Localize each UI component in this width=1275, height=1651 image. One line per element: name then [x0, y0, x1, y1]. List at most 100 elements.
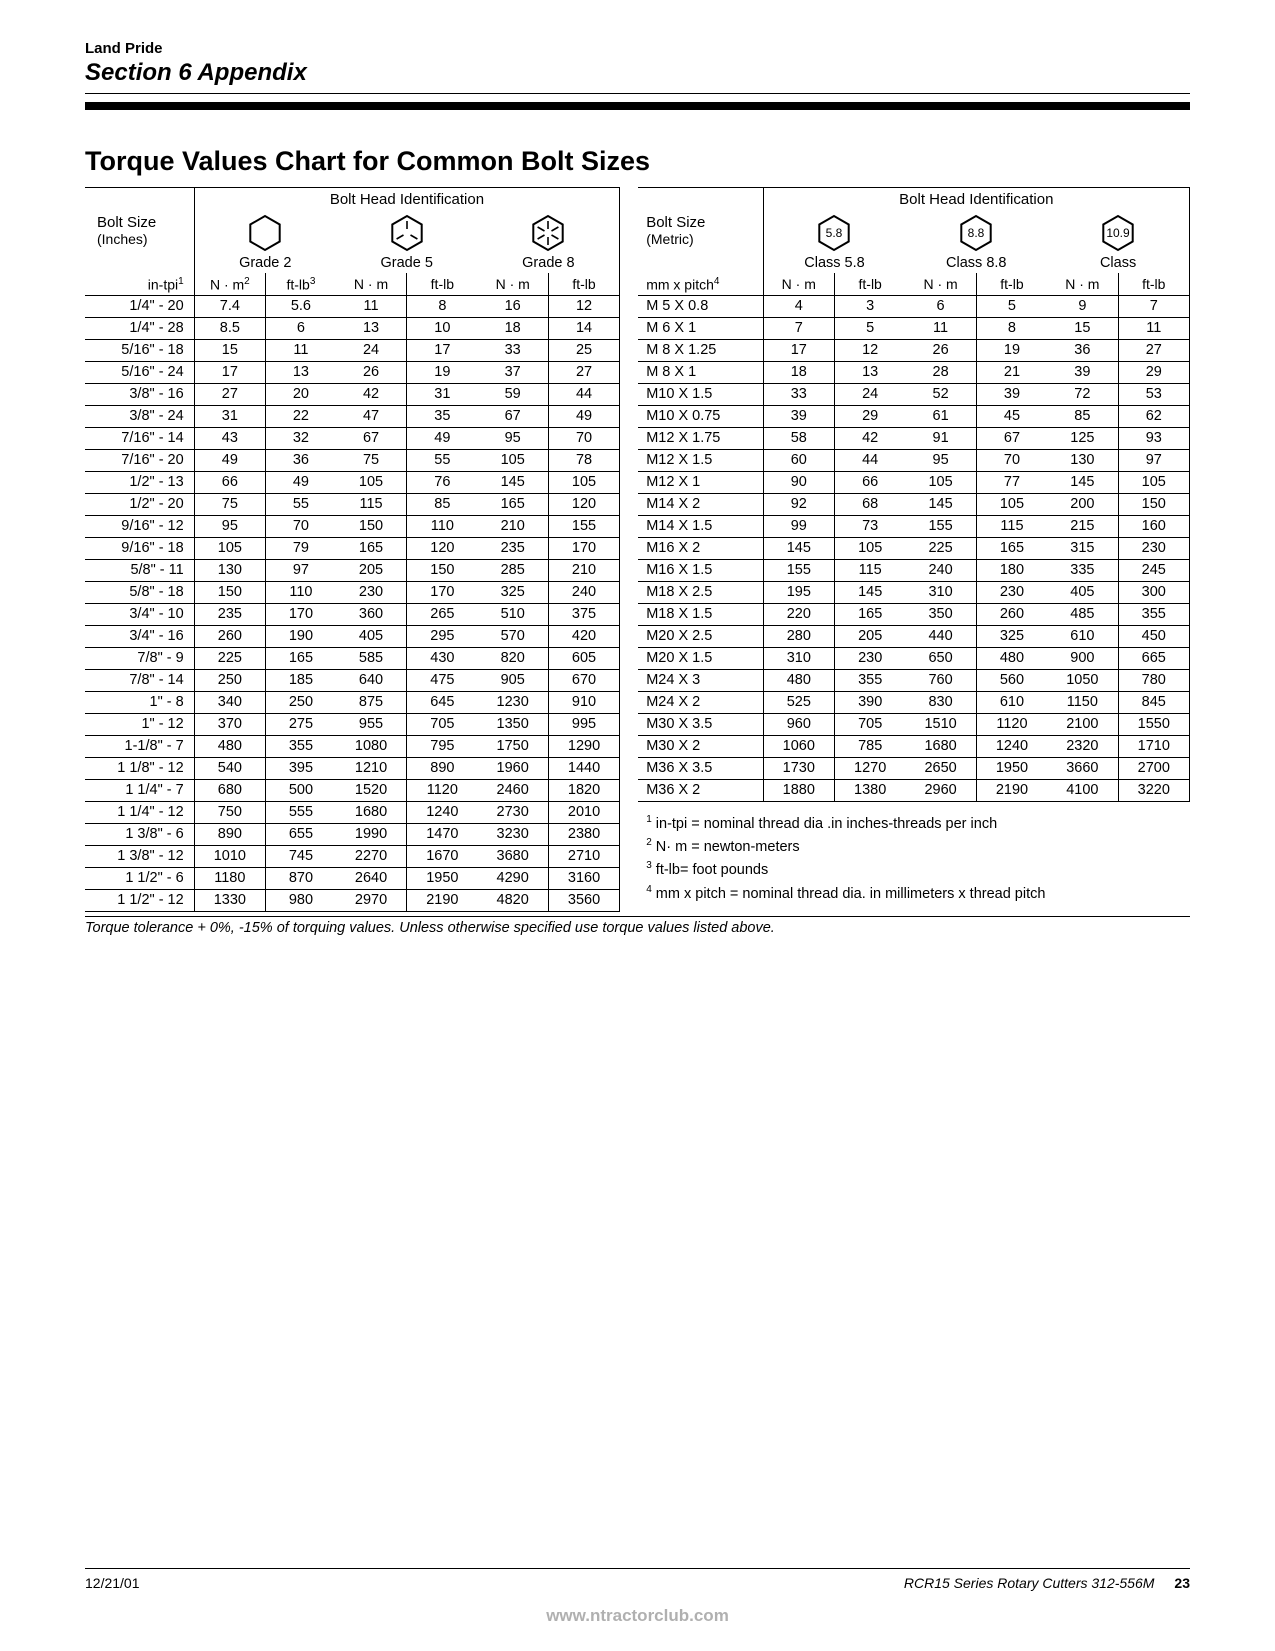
value-cell: 1750 [478, 735, 549, 757]
value-cell: 3560 [548, 889, 619, 911]
value-cell: 430 [407, 647, 478, 669]
value-cell: 230 [1118, 537, 1189, 559]
table-row: 1-1/8" - 7480355108079517501290 [85, 735, 620, 757]
size-cell: M36 X 2 [638, 779, 763, 801]
value-cell: 310 [905, 581, 976, 603]
value-cell: 235 [194, 603, 265, 625]
value-cell: 47 [336, 405, 407, 427]
table-row: 9/16" - 129570150110210155 [85, 515, 620, 537]
value-cell: 2100 [1047, 713, 1118, 735]
value-cell: 44 [834, 449, 905, 471]
value-cell: 2190 [407, 889, 478, 911]
value-cell: 95 [905, 449, 976, 471]
value-cell: 19 [407, 361, 478, 383]
value-cell: 280 [763, 625, 834, 647]
value-cell: 85 [407, 493, 478, 515]
value-cell: 210 [478, 515, 549, 537]
value-cell: 75 [194, 493, 265, 515]
table-row: 1/4" - 288.5613101814 [85, 317, 620, 339]
value-cell: 39 [976, 383, 1047, 405]
value-cell: 3220 [1118, 779, 1189, 801]
value-cell: 24 [834, 383, 905, 405]
hex-icon: 8.8 [954, 213, 998, 253]
value-cell: 665 [1118, 647, 1189, 669]
table-row: 3/4" - 16260190405295570420 [85, 625, 620, 647]
value-cell: 1330 [194, 889, 265, 911]
value-cell: 5.6 [266, 295, 336, 317]
table-row: 1 1/2" - 611808702640195042903160 [85, 867, 620, 889]
value-cell: 1010 [194, 845, 265, 867]
value-cell: 37 [478, 361, 549, 383]
value-cell: 2970 [336, 889, 407, 911]
size-cell: 5/16" - 18 [85, 339, 194, 361]
value-cell: 18 [763, 361, 834, 383]
value-cell: 170 [548, 537, 619, 559]
value-cell: 325 [976, 625, 1047, 647]
size-cell: M24 X 2 [638, 691, 763, 713]
value-cell: 67 [336, 427, 407, 449]
value-cell: 43 [194, 427, 265, 449]
value-cell: 91 [905, 427, 976, 449]
value-cell: 49 [194, 449, 265, 471]
value-cell: 85 [1047, 405, 1118, 427]
value-cell: 510 [478, 603, 549, 625]
size-cell: 3/8" - 16 [85, 383, 194, 405]
value-cell: 70 [976, 449, 1047, 471]
value-cell: 250 [194, 669, 265, 691]
value-cell: 75 [336, 449, 407, 471]
value-cell: 1510 [905, 713, 976, 735]
size-cell: 3/4" - 16 [85, 625, 194, 647]
value-cell: 33 [763, 383, 834, 405]
value-cell: 20 [266, 383, 336, 405]
value-cell: 110 [266, 581, 336, 603]
grade-header: Grade 2 [194, 210, 336, 273]
size-cell: 1 1/8" - 12 [85, 757, 194, 779]
value-cell: 25 [548, 339, 619, 361]
size-cell: 1" - 8 [85, 691, 194, 713]
value-cell: 780 [1118, 669, 1189, 691]
value-cell: 53 [1118, 383, 1189, 405]
value-cell: 10 [407, 317, 478, 339]
size-cell: 1/2" - 13 [85, 471, 194, 493]
value-cell: 62 [1118, 405, 1189, 427]
size-cell: 9/16" - 12 [85, 515, 194, 537]
value-cell: 77 [976, 471, 1047, 493]
value-cell: 1210 [336, 757, 407, 779]
footer-right: RCR15 Series Rotary Cutters 312-556M23 [904, 1575, 1190, 1591]
value-cell: 105 [834, 537, 905, 559]
table-row: M10 X 0.75392961458562 [638, 405, 1189, 427]
value-cell: 26 [336, 361, 407, 383]
unit-nm-m: N · m [763, 273, 834, 295]
table-row: 7/8" - 9225165585430820605 [85, 647, 620, 669]
value-cell: 44 [548, 383, 619, 405]
value-cell: 105 [1118, 471, 1189, 493]
footnotes: 1 in-tpi = nominal thread dia .in inches… [638, 812, 1190, 905]
size-cell: 1 1/4" - 12 [85, 801, 194, 823]
value-cell: 115 [976, 515, 1047, 537]
value-cell: 105 [976, 493, 1047, 515]
value-cell: 105 [194, 537, 265, 559]
table-row: 1 1/8" - 12540395121089019601440 [85, 757, 620, 779]
value-cell: 1820 [548, 779, 619, 801]
value-cell: 1470 [407, 823, 478, 845]
value-cell: 315 [1047, 537, 1118, 559]
value-cell: 795 [407, 735, 478, 757]
value-cell: 61 [905, 405, 976, 427]
value-cell: 670 [548, 669, 619, 691]
table-row: 1 3/8" - 1210107452270167036802710 [85, 845, 620, 867]
value-cell: 325 [478, 581, 549, 603]
hex-icon [385, 213, 429, 253]
hex-icon: 10.9 [1096, 213, 1140, 253]
value-cell: 55 [266, 493, 336, 515]
value-cell: 27 [1118, 339, 1189, 361]
value-cell: 1880 [763, 779, 834, 801]
size-cell: M30 X 2 [638, 735, 763, 757]
value-cell: 405 [1047, 581, 1118, 603]
value-cell: 170 [266, 603, 336, 625]
value-cell: 28 [905, 361, 976, 383]
value-cell: 955 [336, 713, 407, 735]
size-cell: M20 X 2.5 [638, 625, 763, 647]
value-cell: 845 [1118, 691, 1189, 713]
value-cell: 540 [194, 757, 265, 779]
value-cell: 155 [763, 559, 834, 581]
